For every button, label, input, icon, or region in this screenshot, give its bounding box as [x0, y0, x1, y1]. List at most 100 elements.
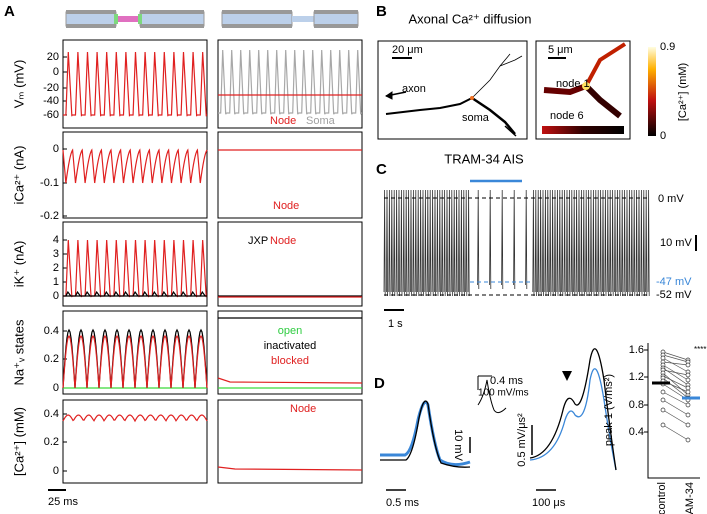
point — [660, 355, 666, 361]
scale-label: 0.5 ms — [386, 497, 420, 509]
y-tick-label: 20 — [47, 51, 59, 63]
y-tick-label: 0 — [53, 143, 59, 155]
point — [685, 422, 691, 428]
plot-frame — [217, 221, 363, 307]
plot-frame — [62, 39, 208, 129]
waveforms — [380, 348, 617, 491]
panel-label: A — [4, 3, 15, 20]
axis — [647, 343, 700, 479]
legend-label: Node — [273, 200, 299, 212]
pair-line — [662, 357, 689, 373]
point — [685, 412, 691, 418]
trace — [63, 51, 208, 117]
y-tick-label: 0.2 — [44, 436, 59, 448]
point — [685, 377, 691, 383]
point — [660, 422, 666, 428]
y-axis-label: Na⁺ᵥ states — [11, 319, 26, 385]
pair-line — [662, 361, 689, 366]
legend-label: Node — [270, 235, 296, 247]
plot-frame — [62, 221, 208, 307]
point — [685, 402, 691, 408]
drug-label: TRAM-34 AIS — [444, 151, 524, 166]
scale-label: 0.5 mV/μs² — [516, 413, 528, 467]
y-tick-label: 0.4 — [629, 426, 644, 438]
colorbar-label: [Ca²⁺] (mM) — [677, 63, 689, 121]
pair-line — [662, 399, 689, 416]
y-axis-label: Vₘ (mV) — [11, 60, 26, 109]
y-tick-label: 0.4 — [44, 325, 59, 337]
plot-frame — [217, 39, 363, 129]
y-tick-label: 2 — [53, 262, 59, 274]
legend-label: Node — [270, 115, 296, 127]
colorbar-max: 0.9 — [660, 41, 675, 53]
scale-label: 5 μm — [548, 44, 573, 56]
y-tick-label: -0.2 — [40, 210, 59, 222]
scale-label: 100 μs — [532, 497, 566, 509]
y-tick-label: 1.2 — [629, 371, 644, 383]
pair-line — [662, 377, 689, 399]
trace — [63, 239, 208, 298]
pair-line — [662, 351, 689, 361]
y-axis-label: [Ca²⁺] (mM) — [11, 407, 26, 476]
y-tick-label: 0.2 — [44, 353, 59, 365]
trace — [383, 189, 650, 297]
panel-label: D — [374, 375, 385, 392]
pair-line — [662, 409, 689, 426]
label: node 1 — [556, 78, 590, 90]
x-tick-label: control — [656, 482, 668, 514]
title: Axonal Ca²⁺ diffusion — [409, 11, 532, 26]
trace — [217, 377, 363, 384]
label: axon — [402, 83, 426, 95]
image-frame — [377, 40, 528, 140]
y-axis-label: iK⁺ (nA) — [11, 241, 26, 288]
point — [685, 372, 691, 378]
point — [660, 389, 666, 395]
panel-label: B — [376, 3, 387, 20]
y-tick-label: 0 — [53, 66, 59, 78]
colorbar — [648, 47, 656, 136]
scatter-plot: 1.6 1.2 0.8 0.4 — [629, 343, 700, 479]
trace — [218, 49, 363, 115]
y-tick-label: -0.1 — [40, 177, 59, 189]
point — [660, 407, 666, 413]
scale-label: 0.4 ms — [490, 375, 524, 387]
pair-line — [662, 369, 689, 376]
trace — [63, 290, 208, 297]
pair-line — [662, 375, 689, 389]
legend-label: open — [278, 325, 302, 337]
plot-frame — [62, 310, 208, 395]
legend-label: Soma — [306, 115, 336, 127]
legend-label: blocked — [271, 355, 309, 367]
pair-line — [662, 424, 689, 441]
scale-label: 25 ms — [48, 496, 78, 508]
scale-label: 100 mV/ms — [478, 388, 529, 399]
y-tick-label: 3 — [53, 248, 59, 260]
y-tick-label: -60 — [43, 109, 59, 121]
plot-frame — [62, 131, 208, 219]
level-label: 0 mV — [658, 193, 684, 205]
level-label: -52 mV — [656, 289, 692, 301]
neuron-image — [385, 53, 523, 137]
legend-label: inactivated — [264, 340, 317, 352]
point — [685, 389, 691, 395]
plot-frame — [217, 131, 363, 219]
y-tick-label: 1 — [53, 276, 59, 288]
point — [660, 397, 666, 403]
point — [685, 362, 691, 368]
label: node 6 — [550, 110, 584, 122]
y-tick-label: -40 — [43, 95, 59, 107]
point — [685, 437, 691, 443]
scale-label: 20 μm — [392, 44, 423, 56]
level-label: -47 mV — [656, 276, 692, 288]
axon-cartoon — [65, 10, 359, 28]
legend-label: JXP — [248, 235, 268, 247]
y-tick-label: 0 — [53, 382, 59, 394]
significance: **** — [694, 345, 706, 354]
label: soma — [462, 112, 490, 124]
plot-frame — [62, 399, 208, 484]
y-tick-label: 0.8 — [629, 399, 644, 411]
voltage-trace — [383, 189, 650, 297]
scale-label: 10 mV — [452, 429, 464, 461]
trace — [217, 466, 363, 471]
